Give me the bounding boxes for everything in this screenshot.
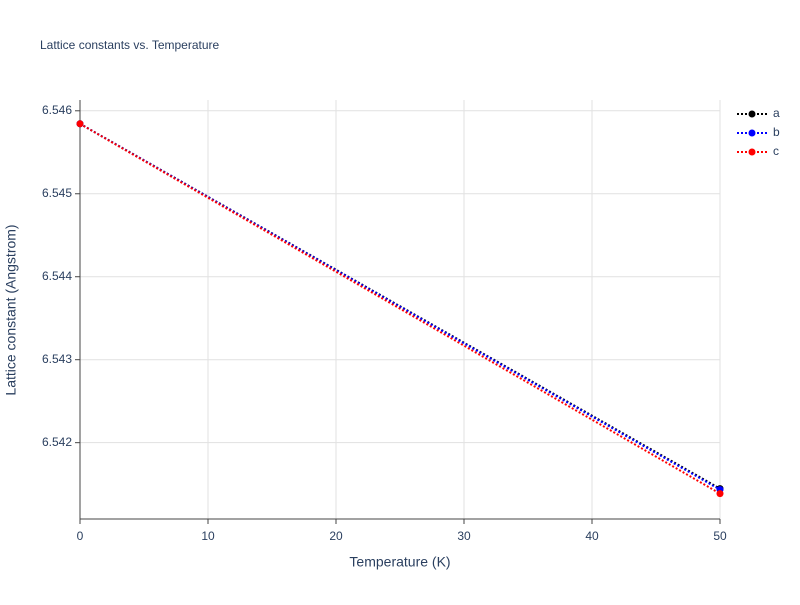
y-tick-label: 6.542 <box>42 435 72 449</box>
legend-label: c <box>773 144 779 158</box>
series-line <box>79 122 721 495</box>
legend-marker <box>748 129 756 137</box>
x-tick-label: 20 <box>329 529 343 543</box>
legend: abc <box>737 106 780 158</box>
x-tick-label: 40 <box>585 529 599 543</box>
legend-label: a <box>773 106 780 120</box>
y-tick-label: 6.546 <box>42 103 72 117</box>
plot <box>76 120 724 498</box>
legend-label: b <box>773 125 780 139</box>
x-tick-label: 0 <box>77 529 84 543</box>
chart-title: Lattice constants vs. Temperature <box>40 38 220 52</box>
y-axis-title: Lattice constant (Angstrom) <box>3 224 19 395</box>
marker <box>716 490 724 498</box>
x-tick-label: 10 <box>201 529 215 543</box>
legend-marker <box>748 110 756 118</box>
grid: 0 10 20 30 40 50 6.542 6.543 6.544 6.545 6.546 <box>42 100 727 543</box>
y-tick-label: 6.545 <box>42 186 72 200</box>
legend-marker <box>748 148 756 156</box>
x-tick-label: 50 <box>713 529 727 543</box>
series-line <box>79 122 721 491</box>
y-tick-label: 6.544 <box>42 269 72 283</box>
marker <box>76 120 84 128</box>
x-tick-label: 30 <box>457 529 471 543</box>
x-axis-title: Temperature (K) <box>349 554 450 570</box>
y-tick-label: 6.543 <box>42 352 72 366</box>
